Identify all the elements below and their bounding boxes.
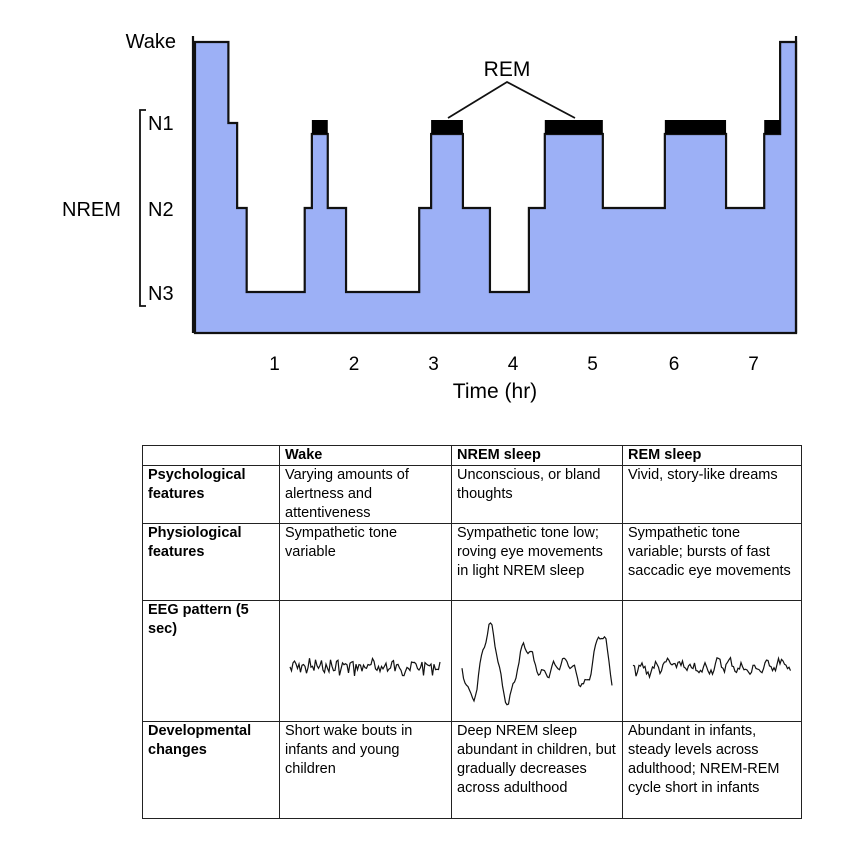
table-cell: Deep NREM sleep abundant in children, bu…: [451, 721, 623, 819]
table-row: Developmental changes Short wake bouts i…: [142, 721, 802, 819]
eeg-trace-nrem: [461, 622, 613, 706]
rem-pointer-lines: [447, 80, 576, 119]
header-cell: Wake: [279, 445, 452, 466]
table-header-row: Wake NREM sleep REM sleep: [142, 445, 802, 466]
x-tick-label: 1: [269, 354, 280, 375]
y-label-n2: N2: [148, 199, 174, 221]
rem-bar: [664, 120, 727, 134]
x-tick-label: 5: [587, 354, 598, 375]
x-tick-label: 4: [508, 354, 519, 375]
table-cell: Short wake bouts in infants and young ch…: [279, 721, 452, 819]
y-group-label-nrem: NREM: [62, 199, 121, 221]
rem-bar: [431, 120, 463, 134]
table-cell: Unconscious, or bland thoughts: [451, 465, 623, 524]
row-label: Developmental changes: [142, 721, 280, 819]
sleep-stage-table: Wake NREM sleep REM sleep Psychological …: [142, 445, 802, 819]
y-label-n1: N1: [148, 113, 174, 135]
x-tick-label: 2: [349, 354, 360, 375]
x-tick-label: 7: [748, 354, 759, 375]
header-cell-empty: [142, 445, 280, 466]
row-label: EEG pattern (5 sec): [142, 600, 280, 722]
x-tick-label: 6: [669, 354, 680, 375]
table-row: Physiological features Sympathetic tone …: [142, 523, 802, 601]
eeg-trace-rem: [632, 656, 792, 680]
y-label-n3: N3: [148, 283, 174, 305]
x-axis-label: Time (hr): [453, 380, 537, 403]
table-cell: Varying amounts of alertness and attenti…: [279, 465, 452, 524]
rem-annotation: REM: [484, 58, 531, 81]
table-cell: Vivid, story-like dreams: [622, 465, 802, 524]
eeg-waveform: [461, 622, 613, 706]
y-label-wake: Wake: [126, 31, 176, 53]
row-label: Physiological features: [142, 523, 280, 601]
x-tick-label: 3: [428, 354, 439, 375]
row-label: Psychological features: [142, 465, 280, 524]
header-cell: REM sleep: [622, 445, 802, 466]
eeg-waveform: [289, 656, 441, 677]
rem-bar: [544, 120, 603, 134]
eeg-cell-rem: [622, 600, 802, 722]
eeg-waveform: [632, 656, 792, 680]
hypnogram-chart: Wake N1 N2 N3 NREM REM 1 2 3 4 5 6 7 Time (hr): [62, 31, 798, 403]
table-cell: Sympathetic tone variable; bursts of fas…: [622, 523, 802, 601]
eeg-cell-wake: [279, 600, 452, 722]
table-cell: Abundant in infants, steady levels acros…: [622, 721, 802, 819]
nrem-bracket: [139, 109, 146, 307]
eeg-trace-wake: [289, 656, 441, 677]
table-cell: Sympathetic tone variable: [279, 523, 452, 601]
eeg-cell-nrem: [451, 600, 623, 722]
stage-area: [193, 40, 798, 335]
header-cell: NREM sleep: [451, 445, 623, 466]
table-cell: Sympathetic tone low; roving eye movemen…: [451, 523, 623, 601]
table-row: EEG pattern (5 sec): [142, 600, 802, 722]
table-row: Psychological features Varying amounts o…: [142, 465, 802, 524]
rem-bar: [764, 120, 781, 134]
rem-bar: [311, 120, 328, 134]
